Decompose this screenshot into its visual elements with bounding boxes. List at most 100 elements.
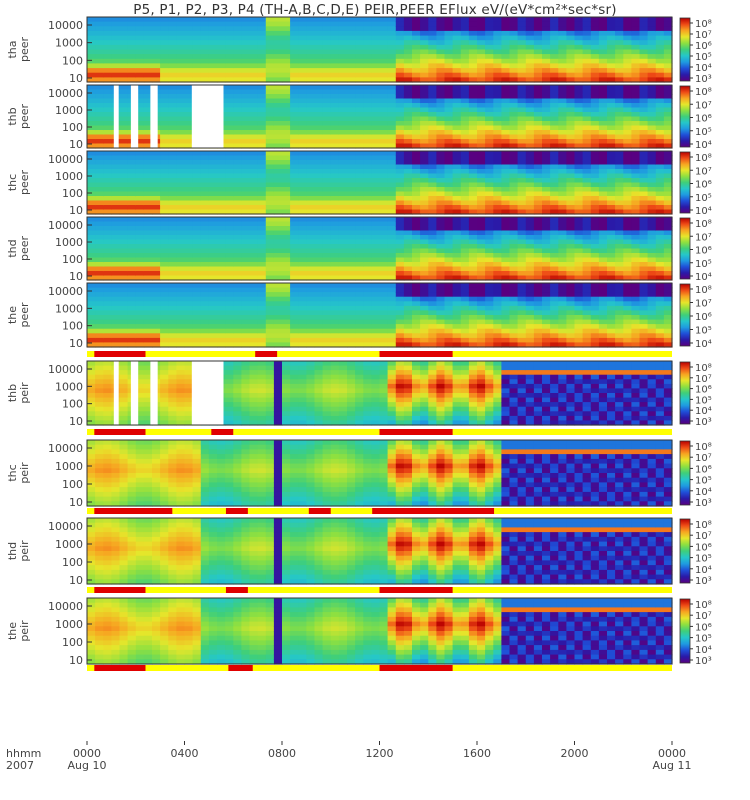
heatmap-cell (192, 169, 202, 175)
heatmap-cell (135, 305, 145, 312)
heatmap-cell (87, 205, 96, 211)
heatmap-cell (119, 49, 129, 55)
heatmap-cell (444, 125, 454, 131)
heatmap-cell (127, 49, 137, 55)
heatmap-cell (338, 235, 348, 241)
heatmap-cell (273, 63, 283, 69)
heatmap-cell (152, 21, 161, 27)
heatmap-cell (152, 155, 161, 161)
heatmap-cell (143, 169, 153, 175)
heatmap-cell (176, 283, 186, 289)
heatmap-cell (428, 337, 437, 344)
heatmap-cell (176, 134, 186, 140)
heatmap-cell (225, 134, 234, 140)
heatmap-cell (639, 262, 649, 268)
heatmap-cell (477, 178, 486, 184)
heatmap-cell (298, 187, 307, 193)
heatmap-cell (387, 143, 397, 149)
heatmap-cell (217, 283, 226, 289)
heatmap-cell (306, 266, 316, 272)
heatmap-cell (550, 17, 559, 23)
heatmap-cell (542, 143, 551, 149)
heatmap-cell (574, 103, 584, 109)
heatmap-cell (119, 262, 129, 268)
heatmap-cell (655, 134, 665, 140)
heatmap-cell (371, 235, 381, 241)
heatmap-cell (452, 77, 462, 83)
heatmap-cell (127, 151, 137, 157)
heatmap-cell (598, 125, 608, 131)
heatmap-cell (87, 217, 96, 223)
heatmap-cell (452, 248, 462, 254)
heatmap-cell (95, 287, 104, 293)
heatmap-cell (160, 217, 169, 223)
heatmap-cell (168, 112, 177, 118)
heatmap-cell (387, 217, 397, 223)
heatmap-cell (103, 107, 112, 113)
heatmap-cell (444, 319, 454, 325)
heatmap-cell (517, 164, 527, 170)
heatmap-cell (517, 94, 527, 100)
heatmap-cell (233, 63, 242, 69)
heatmap-cell (225, 17, 234, 23)
heatmap-cell (135, 44, 145, 51)
heatmap-cell (192, 337, 202, 344)
heatmap-cell (550, 63, 559, 69)
heatmap-cell (217, 178, 226, 184)
heatmap-cell (363, 21, 372, 27)
heatmap-cell (338, 230, 348, 236)
heatmap-cell (192, 54, 202, 60)
heatmap-cell (501, 315, 511, 321)
heatmap-cell (444, 121, 454, 127)
heatmap-cell (160, 253, 169, 259)
heatmap-cell (509, 342, 519, 348)
heatmap-cell (542, 98, 551, 104)
heatmap-cell (265, 328, 275, 334)
heatmap-cell (111, 205, 121, 211)
heatmap-cell (387, 21, 397, 27)
heatmap-cell (395, 98, 405, 104)
heatmap-cell (436, 160, 446, 166)
heatmap-cell (217, 239, 226, 245)
heatmap-cell (103, 40, 112, 46)
heatmap-cell (517, 239, 527, 245)
heatmap-cell (282, 178, 291, 184)
heatmap-cell (663, 89, 673, 95)
heatmap-cell (330, 235, 340, 241)
heatmap-cell (103, 160, 112, 166)
heatmap-cell (647, 98, 657, 104)
heatmap-cell (590, 266, 600, 272)
heatmap-cell (168, 319, 177, 325)
heatmap-cell (87, 230, 96, 236)
heatmap-cell (436, 125, 446, 131)
heatmap-cell (192, 283, 202, 289)
heatmap-cell (517, 151, 527, 157)
heatmap-cell (257, 239, 267, 245)
heatmap-cell (363, 143, 372, 149)
heatmap-cell (639, 130, 649, 136)
heatmap-cell (460, 169, 470, 175)
heatmap-cell (282, 40, 291, 46)
heatmap-cell (444, 257, 454, 263)
heatmap-cell (225, 21, 234, 27)
heatmap-cell (338, 77, 348, 83)
heatmap-cell (200, 155, 210, 161)
heatmap-cell (347, 169, 356, 175)
heatmap-cell (290, 143, 299, 149)
heatmap-cell (257, 319, 267, 325)
heatmap-cell (95, 44, 104, 51)
heatmap-cell (525, 85, 535, 91)
heatmap-cell (428, 328, 437, 334)
heatmap-cell (631, 98, 641, 104)
heatmap-cell (282, 54, 291, 60)
heatmap-cell (428, 266, 437, 272)
heatmap-cell (525, 337, 535, 344)
heatmap-cell (403, 143, 413, 149)
heatmap-cell (615, 68, 624, 74)
heatmap-cell (135, 182, 145, 188)
heatmap-cell (225, 253, 234, 259)
heatmap-cell (639, 98, 649, 104)
heatmap-cell (87, 89, 96, 95)
heatmap-cell (152, 283, 161, 289)
heatmap-cell (452, 266, 462, 272)
